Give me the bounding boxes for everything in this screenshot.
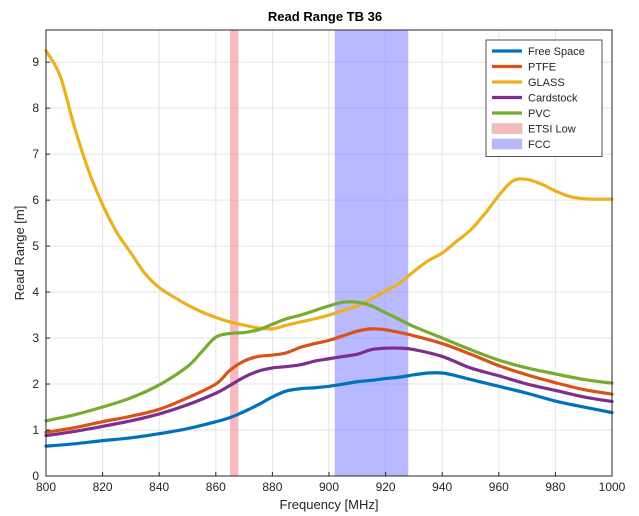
legend-label: PVC <box>528 108 551 120</box>
y-tick-label: 1 <box>32 423 39 437</box>
x-tick-label: 1000 <box>599 480 626 494</box>
y-tick-label: 3 <box>32 331 39 345</box>
y-tick-label: 7 <box>32 147 39 161</box>
y-tick-label: 8 <box>32 101 39 115</box>
x-tick-label: 860 <box>206 480 226 494</box>
legend-swatch-fcc <box>491 138 523 150</box>
x-tick-label: 840 <box>149 480 169 494</box>
y-tick-label: 0 <box>32 469 39 483</box>
y-axis-ticks: 0 1 2 3 4 5 6 7 8 9 <box>32 55 50 483</box>
chart-title: Read Range TB 36 <box>268 9 382 24</box>
y-tick-label: 2 <box>32 377 39 391</box>
series-line-cardstock <box>44 346 614 438</box>
x-axis-ticks: 800 820 840 860 880 900 920 940 960 980 1000 <box>36 472 626 494</box>
frequency-bands <box>229 30 409 476</box>
series-line-pvc <box>44 300 614 423</box>
legend-label: ETSI Low <box>528 124 576 136</box>
x-tick-label: 800 <box>36 480 56 494</box>
y-tick-label: 6 <box>32 193 39 207</box>
series-lines <box>44 49 614 448</box>
legend-label: GLASS <box>528 77 565 89</box>
y-tick-label: 4 <box>32 285 39 299</box>
y-axis-label: Read Range [m] <box>12 206 27 301</box>
legend-label: PTFE <box>528 62 556 74</box>
x-tick-label: 820 <box>93 480 113 494</box>
y-tick-label: 5 <box>32 239 39 253</box>
y-tick-label: 9 <box>32 55 39 69</box>
band-fcc <box>334 30 409 476</box>
x-tick-label: 880 <box>262 480 282 494</box>
series-line-ptfe <box>44 327 614 434</box>
x-tick-label: 900 <box>319 480 339 494</box>
legend-swatch-etsi-low <box>491 123 523 134</box>
series-line-glass <box>44 49 614 331</box>
legend-label: Free Space <box>528 46 585 58</box>
band-etsi-low <box>229 30 239 476</box>
x-axis-label: Frequency [MHz] <box>280 497 379 512</box>
x-tick-label: 960 <box>489 480 509 494</box>
series-line-free-space <box>44 371 614 448</box>
x-tick-label: 920 <box>376 480 396 494</box>
x-tick-label: 980 <box>545 480 565 494</box>
x-tick-label: 940 <box>432 480 452 494</box>
legend-label: FCC <box>528 139 551 151</box>
legend: Free Space PTFE GLASS Cardstock PVC ETSI Low F… <box>485 39 603 157</box>
legend-label: Cardstock <box>528 93 578 105</box>
